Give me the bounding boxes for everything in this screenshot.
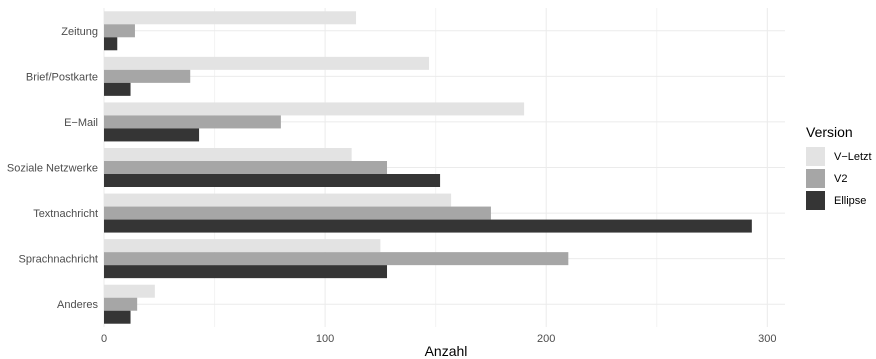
bar bbox=[104, 69, 191, 83]
legend: Version V−Letzt V2 Ellipse bbox=[806, 124, 872, 210]
bar bbox=[104, 24, 135, 38]
bar bbox=[104, 11, 357, 25]
x-tick-label: 0 bbox=[101, 333, 107, 345]
x-tick-label: 300 bbox=[758, 333, 776, 345]
bar bbox=[104, 284, 155, 298]
bar bbox=[104, 174, 441, 187]
bar bbox=[104, 206, 491, 220]
legend-label: Ellipse bbox=[834, 195, 866, 207]
bar bbox=[104, 37, 118, 51]
legend-label: V2 bbox=[834, 173, 847, 185]
y-tick-label: Brief/Postkarte bbox=[26, 71, 98, 83]
bar bbox=[104, 148, 352, 161]
bar bbox=[104, 252, 569, 266]
bar bbox=[104, 128, 200, 142]
bars bbox=[104, 11, 752, 324]
bar bbox=[104, 82, 131, 96]
y-tick-label: Sprachnachricht bbox=[19, 254, 99, 266]
bar bbox=[104, 102, 525, 116]
y-axis-labels: Zeitung Brief/Postkarte E−Mail Soziale Netz… bbox=[7, 26, 99, 311]
bar bbox=[104, 297, 138, 311]
y-tick-label: Textnachricht bbox=[33, 208, 98, 220]
x-tick-label: 100 bbox=[316, 333, 334, 345]
x-tick-label: 200 bbox=[537, 333, 555, 345]
bar bbox=[104, 193, 452, 207]
bar bbox=[104, 56, 430, 70]
bar bbox=[104, 115, 281, 129]
legend-swatch bbox=[806, 147, 825, 166]
bar bbox=[104, 219, 752, 233]
y-tick-label: Soziale Netzwerke bbox=[7, 163, 98, 175]
legend-swatch bbox=[806, 169, 825, 188]
bar bbox=[104, 310, 131, 324]
legend-title: Version bbox=[806, 124, 853, 140]
y-tick-label: Zeitung bbox=[61, 26, 98, 38]
bar bbox=[104, 239, 381, 253]
y-tick-label: Anderes bbox=[57, 299, 98, 311]
legend-label: V−Letzt bbox=[834, 151, 872, 163]
bar bbox=[104, 161, 388, 174]
x-axis-labels: 0 100 200 300 bbox=[101, 333, 777, 345]
y-tick-label: E−Mail bbox=[64, 117, 98, 129]
legend-swatch bbox=[806, 191, 825, 210]
bar bbox=[104, 265, 388, 279]
x-axis-title: Anzahl bbox=[425, 343, 468, 359]
